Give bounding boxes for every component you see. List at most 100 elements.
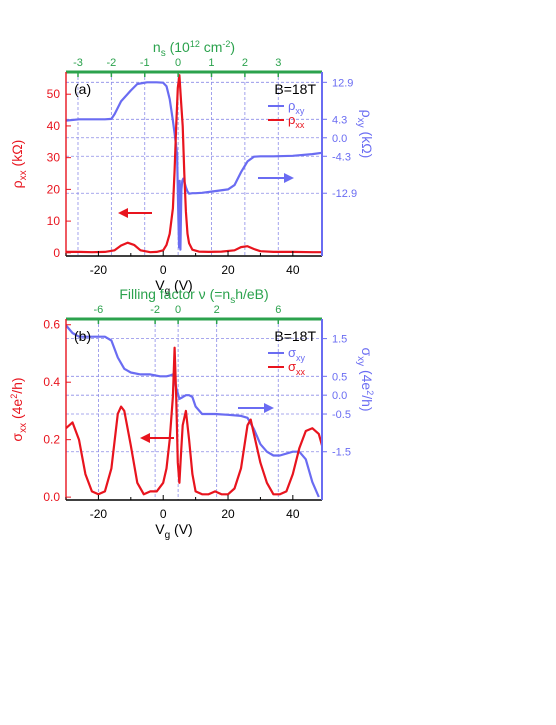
top-tick-label: -2 [106,57,116,69]
x-axis-title-sub: g [165,286,171,297]
top-tick-label: -3 [73,57,83,69]
right-tick-label: 0.0 [332,390,347,402]
right-axis-title-sup: 2 [365,390,375,395]
right-tick-label: 0.5 [332,371,347,383]
top-axis-title-main: Filling factor ν (=n [119,286,230,302]
x-tick-label: 40 [286,263,300,277]
panel-label: (b) [74,328,91,344]
left-tick-label: 40 [47,119,61,133]
series-line-σxx [66,346,322,496]
blue-arrow-head [264,403,274,413]
right-axis-title-unit: (4e [359,366,375,390]
right-axis-title-end: /h) [359,395,375,411]
x-axis-title-main: V [155,277,165,293]
panel-label: (a) [74,81,91,97]
left-tick-label: 20 [47,182,61,196]
top-tick-label: -1 [140,57,150,69]
top-axis-title-close: ) [230,39,235,55]
x-axis-title-sub: g [165,530,171,541]
right-tick-label: -0.5 [332,409,351,421]
red-arrow-head [118,208,128,218]
right-axis-title-main: ρ [359,110,375,118]
legend-label-main: ρ [288,98,295,113]
top-axis-title: Filling factor ν (=nsh/eB) [119,286,268,306]
x-axis-title-unit: (V) [170,277,193,293]
left-axis-title: σxx (4e2/h) [9,377,29,441]
x-axis-title: Vg (V) [155,521,192,541]
left-tick-label: 0.2 [43,433,60,447]
x-tick-label: 0 [160,507,167,521]
x-axis-title-main: V [155,521,165,537]
x-tick-label: -20 [90,507,108,521]
right-tick-label: -12.9 [332,188,357,200]
top-tick-label: -6 [94,304,104,316]
left-axis-title-sub: xx [18,423,29,433]
left-axis-title-main: ρ [9,180,25,188]
series-line-ρxx [66,74,322,254]
legend-label-sub: xy [296,353,306,363]
right-axis-title-sub: xy [355,356,366,366]
legend-label-sub: xx [295,120,305,130]
top-axis-title-rest: (10 [166,39,190,55]
top-axis-title-sub: s [161,48,166,59]
top-tick-label: 0 [175,57,181,69]
x-tick-label: 0 [160,263,167,277]
legend-label: ρxx [288,112,305,130]
right-axis-title: ρxy (kΩ) [355,110,375,159]
legend-label: σxx [288,359,306,377]
legend-label: ρxy [288,98,305,116]
left-axis-title-sub: xx [18,170,29,180]
right-tick-label: 1.5 [332,334,347,346]
top-axis-title-main: n [153,39,161,55]
series-line-σxy [66,324,320,498]
top-axis-title-end: cm [200,39,223,55]
legend-label-main: σ [288,359,296,374]
red-arrow-head [140,433,150,443]
left-tick-label: 30 [47,151,61,165]
left-axis-title-unit: (4e [9,399,25,423]
series-line-ρxy [66,81,322,251]
top-tick-label: 3 [275,57,281,69]
right-axis-title: σxy (4e2/h) [355,347,375,411]
right-axis-title-unit: (kΩ) [359,128,375,159]
right-axis-title-sub: xy [355,118,366,128]
left-axis-title: ρxx (kΩ) [9,140,29,189]
right-axis-title-main: σ [359,347,375,356]
right-tick-label: 4.3 [332,114,347,126]
top-axis-title: ns (1012 cm-2) [153,39,235,59]
x-tick-label: 40 [286,507,300,521]
left-axis-title-unit: (kΩ) [9,140,25,171]
blue-arrow-head [284,173,294,183]
legend-label-main: σ [288,345,296,360]
left-tick-label: 0.6 [43,318,60,332]
x-tick-label: 20 [221,263,235,277]
left-tick-label: 0 [53,246,60,260]
left-axis-title-end: /h) [9,377,25,393]
x-tick-label: -20 [90,263,108,277]
field-label: B=18T [274,81,316,97]
x-tick-label: 20 [221,507,235,521]
left-axis-title-sup: 2 [9,394,19,399]
top-tick-label: 2 [214,304,220,316]
top-axis-title-sub: s [230,295,235,306]
legend-label-sub: xx [296,367,306,377]
legend-label: σxy [288,345,306,363]
legend-label-main: ρ [288,112,295,127]
left-tick-label: 0.0 [43,490,60,504]
top-tick-label: -2 [150,304,160,316]
top-tick-label: 0 [175,304,181,316]
x-axis-title-unit: (V) [170,521,193,537]
left-axis-title-main: σ [9,433,25,442]
top-tick-label: 1 [208,57,214,69]
right-tick-label: 12.9 [332,77,353,89]
left-tick-label: 0.4 [43,375,60,389]
top-tick-label: 2 [242,57,248,69]
top-axis-title-rest: h/eB) [235,286,268,302]
field-label: B=18T [274,328,316,344]
legend-label-sub: xy [295,106,305,116]
top-tick-label: 6 [275,304,281,316]
left-tick-label: 10 [47,214,61,228]
